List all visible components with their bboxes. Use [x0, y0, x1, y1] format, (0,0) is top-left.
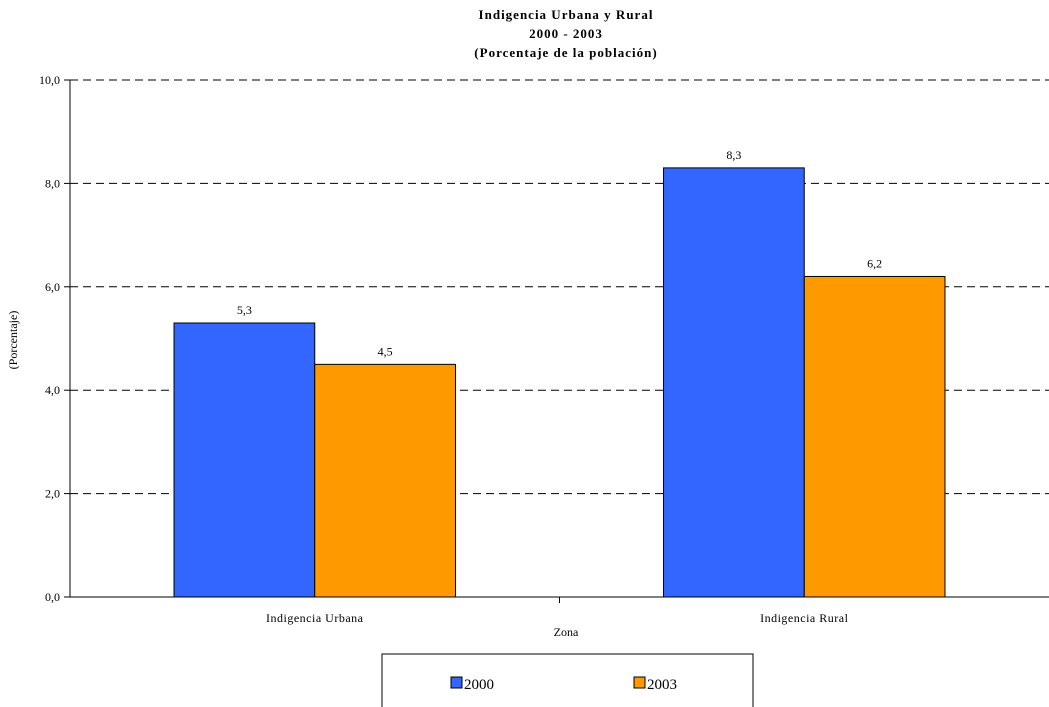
legend-label-2000: 2000 [464, 677, 494, 693]
y-tick-label: 8,0 [45, 176, 60, 190]
y-tick-label: 6,0 [45, 280, 60, 294]
data-label: 5,3 [237, 303, 252, 317]
legend-box [381, 653, 754, 707]
y-tick-labels: 0,0 2,0 4,0 6,0 8,0 10,0 [39, 73, 60, 604]
y-tick-label: 2,0 [45, 487, 60, 501]
legend-swatch-2003 [633, 676, 646, 689]
data-label: 8,3 [726, 148, 741, 162]
x-tick-label: Indigencia Rural [760, 611, 848, 625]
x-tick-labels: Indigencia Urbana Indigencia Rural [266, 611, 848, 625]
chart-title-line-1: Indigencia Urbana y Rural [479, 7, 654, 22]
legend-label-2003: 2003 [647, 677, 677, 693]
chart-title: Indigencia Urbana y Rural 2000 - 2003 (P… [474, 7, 657, 60]
bar-2000 [173, 322, 316, 598]
bar-2000 [663, 167, 805, 598]
bar-2003 [314, 363, 456, 598]
chart-title-line-2: 2000 - 2003 [529, 26, 603, 41]
bar-2003 [803, 275, 946, 598]
data-label: 6,2 [867, 256, 882, 270]
y-tick-label: 0,0 [45, 590, 60, 604]
axes [64, 79, 1049, 603]
x-axis-title: Zona [554, 625, 579, 639]
legend: 2000 2003 [381, 653, 754, 707]
data-label: 4,5 [378, 344, 393, 358]
y-tick-label: 4,0 [45, 383, 60, 397]
y-axis-title: (Porcentaje) [6, 311, 20, 370]
x-tick-label: Indigencia Urbana [266, 611, 364, 625]
legend-swatch-2000 [450, 676, 463, 689]
chart-title-line-3: (Porcentaje de la población) [474, 45, 657, 60]
data-labels: 5,3 4,5 8,3 6,2 [237, 148, 882, 358]
y-tick-label: 10,0 [39, 73, 60, 87]
bars [173, 167, 946, 598]
